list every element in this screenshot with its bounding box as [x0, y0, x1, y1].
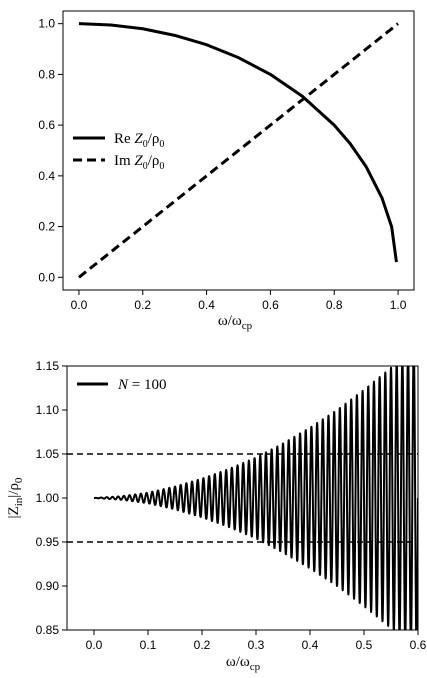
bottom-xtick-label: 0.2 — [194, 638, 211, 652]
legend-im-prefix: Im — [114, 153, 134, 169]
top-ytick-label: 0.8 — [38, 67, 55, 81]
bottom-ytick-label: 1.15 — [36, 359, 60, 373]
bottom-ylabel-sub: in — [13, 497, 25, 506]
bottom-xtick-label: 0.1 — [140, 638, 157, 652]
legend-label-re: Re Z0/ρ0 — [114, 131, 164, 150]
bottom-yticks: 0.85 0.90 0.95 1.00 1.05 1.10 1.15 — [36, 359, 67, 637]
legend-im-zsub: 0 — [143, 161, 148, 172]
bottom-ytick-label: 1.05 — [36, 447, 60, 461]
legend-label-im: Im Z0/ρ0 — [114, 153, 164, 172]
top-yticks: 0.0 0.2 0.4 0.6 0.8 1.0 — [38, 17, 63, 284]
bottom-xtick-label: 0.4 — [302, 638, 319, 652]
top-xtick-label: 0.8 — [326, 298, 343, 312]
legend-re-prefix: Re — [114, 131, 134, 147]
bottom-legend: N = 100 — [72, 372, 182, 396]
legend-label-n100: N = 100 — [117, 377, 166, 393]
bottom-ytick-label: 1.10 — [36, 403, 60, 417]
bottom-y-axis-label: |Zin|/ρ0 — [6, 477, 25, 518]
legend-n: N — [117, 377, 129, 393]
bottom-plot-area — [67, 366, 418, 630]
bottom-plot-frame — [66, 365, 419, 631]
legend-re-rhosub: 0 — [159, 139, 164, 150]
bottom-xlabel-sub: cp — [250, 661, 261, 673]
top-ytick-label: 0.0 — [38, 270, 55, 284]
top-xtick-label: 0.2 — [134, 298, 151, 312]
top-xlabel-main: ω/ω — [218, 313, 242, 329]
bottom-xlabel-main: ω/ω — [226, 654, 250, 670]
top-xtick-label: 0.4 — [198, 298, 215, 312]
bottom-series-0 — [93, 366, 418, 630]
top-ytick-label: 0.4 — [38, 169, 55, 183]
bottom-xtick-label: 0.0 — [86, 638, 103, 652]
top-legend: Re Z0/ρ0 Im Z0/ρ0 — [73, 131, 164, 172]
bottom-ytick-label: 0.95 — [36, 535, 60, 549]
legend-n-rest: = 100 — [128, 377, 166, 393]
top-ytick-label: 0.2 — [38, 220, 55, 234]
bottom-chart: 0.0 0.1 0.2 0.3 0.4 0.5 0.6 0.85 0.90 0.95 1.00 1.… — [6, 359, 427, 673]
top-series-1 — [78, 22, 399, 279]
bottom-x-axis-label: ω/ωcp — [226, 654, 261, 673]
legend-im-z: Z — [134, 153, 143, 169]
top-xtick-label: 0.6 — [262, 298, 279, 312]
top-series-0 — [78, 22, 398, 263]
top-xticks: 0.0 0.2 0.4 0.6 0.8 1.0 — [71, 290, 407, 312]
legend-re-rho: /ρ — [148, 131, 160, 147]
bottom-ylabel-rest: |/ρ — [6, 483, 22, 498]
top-plot-area — [78, 22, 399, 279]
bottom-xtick-label: 0.5 — [356, 638, 373, 652]
legend-im-rhosub: 0 — [159, 161, 164, 172]
bottom-xtick-label: 0.6 — [410, 638, 427, 652]
bottom-ylabel-sub2: 0 — [13, 477, 25, 483]
bottom-xtick-label: 0.3 — [248, 638, 265, 652]
bottom-xticks: 0.0 0.1 0.2 0.3 0.4 0.5 0.6 — [86, 630, 427, 652]
top-plot-frame — [62, 10, 415, 291]
legend-im-rho: /ρ — [148, 153, 160, 169]
top-x-axis-label: ω/ωcp — [218, 313, 253, 332]
bottom-ytick-label: 1.00 — [36, 491, 60, 505]
bottom-ytick-label: 0.90 — [36, 579, 60, 593]
top-xtick-label: 1.0 — [390, 298, 407, 312]
bottom-ytick-label: 0.85 — [36, 623, 60, 637]
top-chart: 0.0 0.2 0.4 0.6 0.8 1.0 0.0 0.2 0.4 0.6 0.8 1.0 Re… — [38, 10, 415, 332]
top-ytick-label: 0.6 — [38, 118, 55, 132]
top-ytick-label: 1.0 — [38, 17, 55, 31]
top-xlabel-sub: cp — [242, 320, 253, 332]
legend-re-z: Z — [134, 131, 143, 147]
legend-re-zsub: 0 — [143, 139, 148, 150]
top-xtick-label: 0.0 — [71, 298, 88, 312]
bottom-ylabel-main: |Z — [6, 506, 22, 518]
